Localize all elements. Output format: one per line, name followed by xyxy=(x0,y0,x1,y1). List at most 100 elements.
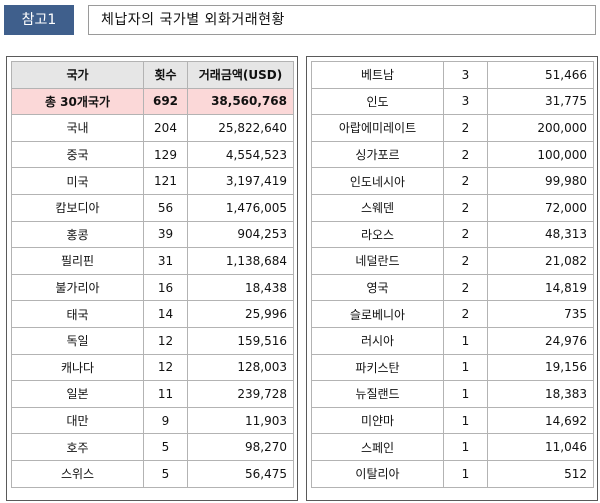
count-cell: 5 xyxy=(143,459,188,488)
amount-cell: 18,383 xyxy=(487,380,594,408)
amount-cell: 21,082 xyxy=(487,247,594,275)
table-row: 태국 14 25,996 xyxy=(11,300,294,328)
country-cell: 러시아 xyxy=(311,326,444,355)
count-cell: 2 xyxy=(443,247,488,275)
count-cell: 3 xyxy=(443,87,488,116)
count-cell: 1 xyxy=(443,406,488,435)
table-row: 홍콩 39 904,253 xyxy=(11,220,294,249)
table-header-row: 국가 횟수 거래금액(USD) xyxy=(11,61,294,89)
count-cell: 1 xyxy=(443,433,488,461)
count-cell: 1 xyxy=(443,326,488,355)
right-table-panel: 베트남 3 51,466 인도 3 31,775 아랍에미레이트 2 200,000 싱가포르 2 1… xyxy=(306,56,598,501)
amount-cell: 24,976 xyxy=(487,326,594,355)
table-row: 영국 2 14,819 xyxy=(311,273,594,302)
amount-cell: 4,554,523 xyxy=(187,140,294,169)
amount-cell: 3,197,419 xyxy=(187,167,294,195)
right-table: 베트남 3 51,466 인도 3 31,775 아랍에미레이트 2 200,000 싱가포르 2 1… xyxy=(311,61,594,488)
amount-cell: 200,000 xyxy=(487,114,594,142)
amount-cell: 100,000 xyxy=(487,140,594,169)
count-cell: 2 xyxy=(443,114,488,142)
left-table-panel: 국가 횟수 거래금액(USD) 총 30개국가 692 38,560,768 국… xyxy=(6,56,298,501)
country-cell: 베트남 xyxy=(311,61,444,89)
country-cell: 호주 xyxy=(11,433,144,461)
count-cell: 3 xyxy=(443,61,488,89)
amount-cell: 128,003 xyxy=(187,353,294,382)
amount-cell: 1,138,684 xyxy=(187,247,294,275)
amount-cell: 14,692 xyxy=(487,406,594,435)
table-row: 러시아 1 24,976 xyxy=(311,326,594,355)
country-cell: 인도네시아 xyxy=(311,167,444,195)
country-cell: 슬로베니아 xyxy=(311,300,444,328)
count-cell: 12 xyxy=(143,353,188,382)
table-row: 네덜란드 2 21,082 xyxy=(311,247,594,275)
column-header-country: 국가 xyxy=(11,61,144,89)
amount-cell: 31,775 xyxy=(487,87,594,116)
amount-cell: 99,980 xyxy=(487,167,594,195)
table-row: 스웨덴 2 72,000 xyxy=(311,193,594,222)
table-row: 싱가포르 2 100,000 xyxy=(311,140,594,169)
amount-cell: 11,046 xyxy=(487,433,594,461)
amount-cell: 159,516 xyxy=(187,326,294,355)
count-cell: 11 xyxy=(143,380,188,408)
country-cell: 인도 xyxy=(311,87,444,116)
country-cell: 파키스탄 xyxy=(311,353,444,382)
amount-cell: 72,000 xyxy=(487,193,594,222)
country-cell: 스위스 xyxy=(11,459,144,488)
table-row: 아랍에미레이트 2 200,000 xyxy=(311,114,594,142)
amount-cell: 1,476,005 xyxy=(187,193,294,222)
page-title: 체납자의 국가별 외화거래현황 xyxy=(101,12,285,28)
country-cell: 미국 xyxy=(11,167,144,195)
total-row: 총 30개국가 692 38,560,768 xyxy=(11,87,294,116)
count-cell: 1 xyxy=(443,353,488,382)
total-count: 692 xyxy=(143,87,188,116)
table-row: 캄보디아 56 1,476,005 xyxy=(11,193,294,222)
count-cell: 204 xyxy=(143,114,188,142)
table-row: 뉴질랜드 1 18,383 xyxy=(311,380,594,408)
table-row: 이탈리아 1 512 xyxy=(311,459,594,488)
count-cell: 1 xyxy=(443,459,488,488)
amount-cell: 98,270 xyxy=(187,433,294,461)
country-cell: 싱가포르 xyxy=(311,140,444,169)
country-cell: 아랍에미레이트 xyxy=(311,114,444,142)
left-table: 국가 횟수 거래금액(USD) 총 30개국가 692 38,560,768 국… xyxy=(11,61,294,488)
total-amount: 38,560,768 xyxy=(187,87,294,116)
count-cell: 16 xyxy=(143,273,188,302)
count-cell: 9 xyxy=(143,406,188,435)
country-cell: 미얀마 xyxy=(311,406,444,435)
count-cell: 1 xyxy=(443,380,488,408)
country-cell: 일본 xyxy=(11,380,144,408)
count-cell: 12 xyxy=(143,326,188,355)
amount-cell: 48,313 xyxy=(487,220,594,249)
country-cell: 뉴질랜드 xyxy=(311,380,444,408)
country-cell: 중국 xyxy=(11,140,144,169)
table-row: 스페인 1 11,046 xyxy=(311,433,594,461)
country-cell: 캄보디아 xyxy=(11,193,144,222)
amount-cell: 18,438 xyxy=(187,273,294,302)
page-header: 참고1 체납자의 국가별 외화거래현황 xyxy=(4,5,596,35)
table-row: 캐나다 12 128,003 xyxy=(11,353,294,382)
table-row: 호주 5 98,270 xyxy=(11,433,294,461)
country-cell: 영국 xyxy=(311,273,444,302)
count-cell: 2 xyxy=(443,220,488,249)
count-cell: 2 xyxy=(443,300,488,328)
count-cell: 2 xyxy=(443,140,488,169)
table-row: 라오스 2 48,313 xyxy=(311,220,594,249)
country-cell: 필리핀 xyxy=(11,247,144,275)
country-cell: 대만 xyxy=(11,406,144,435)
count-cell: 2 xyxy=(443,193,488,222)
table-row: 미얀마 1 14,692 xyxy=(311,406,594,435)
count-cell: 31 xyxy=(143,247,188,275)
table-row: 대만 9 11,903 xyxy=(11,406,294,435)
country-cell: 불가리아 xyxy=(11,273,144,302)
count-cell: 39 xyxy=(143,220,188,249)
table-row: 인도네시아 2 99,980 xyxy=(311,167,594,195)
country-cell: 라오스 xyxy=(311,220,444,249)
country-cell: 태국 xyxy=(11,300,144,328)
count-cell: 56 xyxy=(143,193,188,222)
amount-cell: 51,466 xyxy=(487,61,594,89)
table-row: 베트남 3 51,466 xyxy=(311,61,594,89)
table-row: 중국 129 4,554,523 xyxy=(11,140,294,169)
amount-cell: 239,728 xyxy=(187,380,294,408)
amount-cell: 25,822,640 xyxy=(187,114,294,142)
table-row: 필리핀 31 1,138,684 xyxy=(11,247,294,275)
